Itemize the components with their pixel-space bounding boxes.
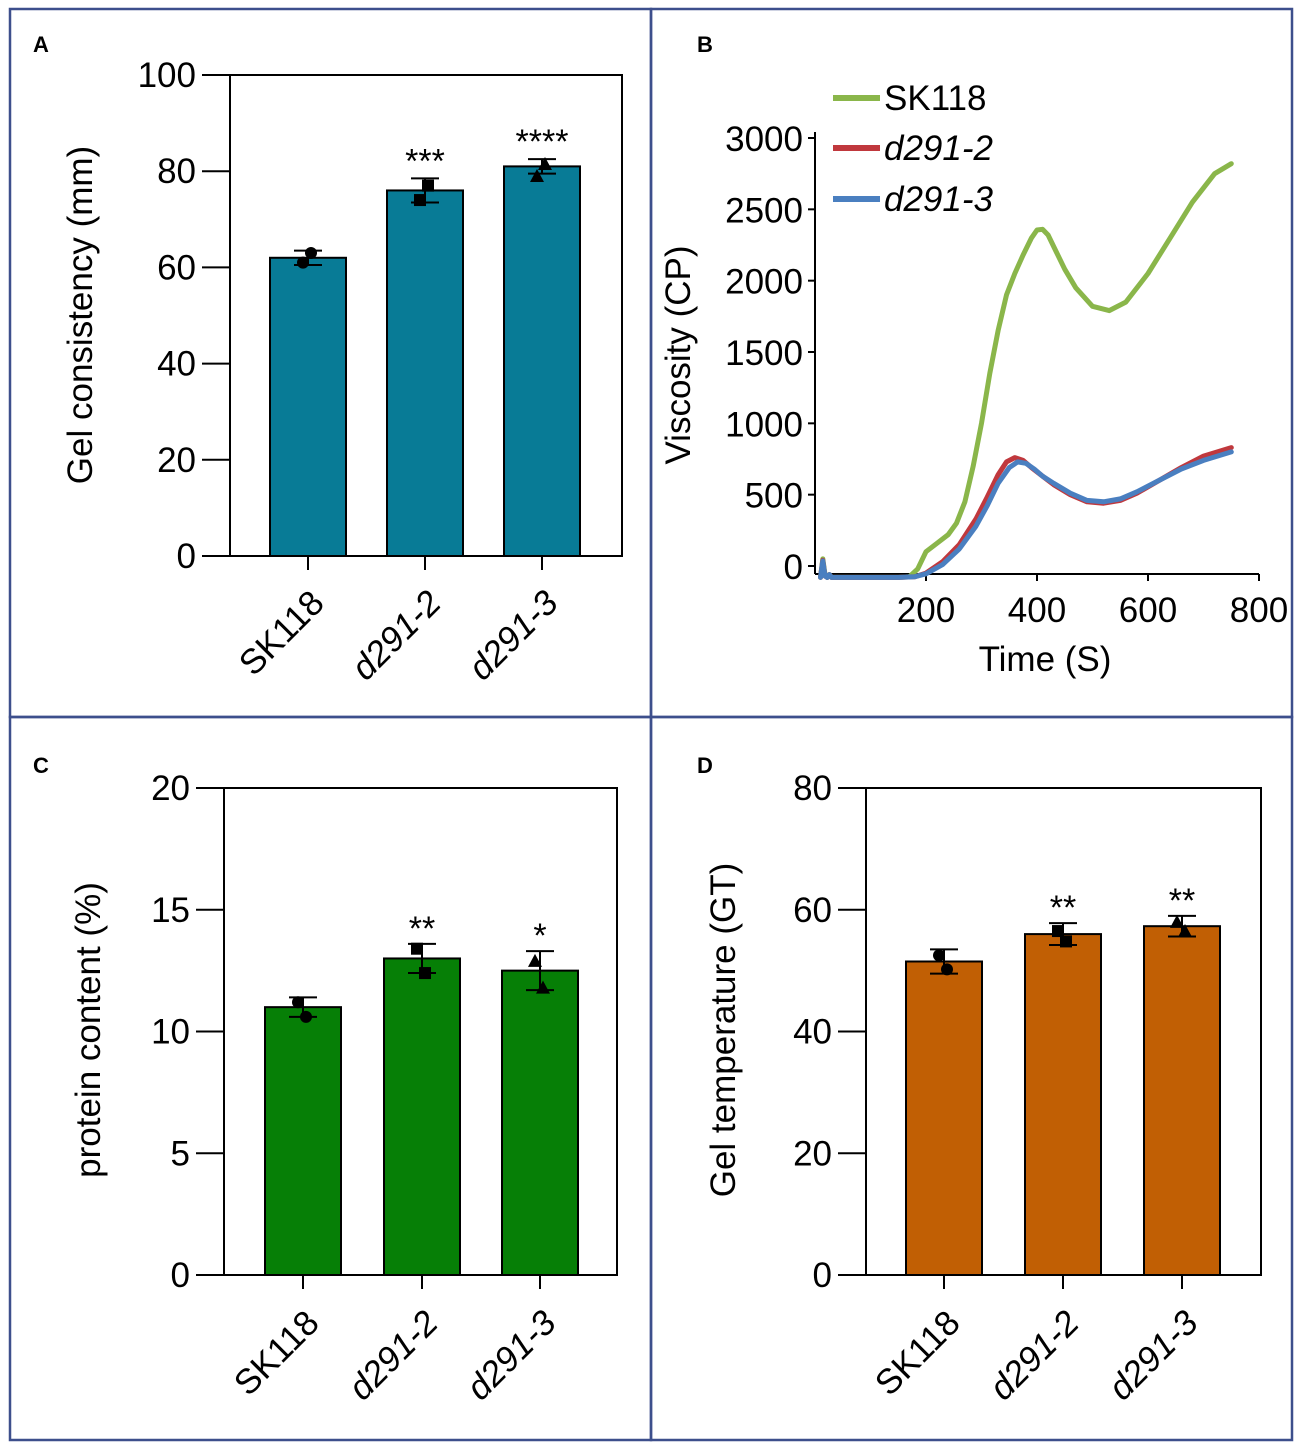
y-tick-label: 1500 — [725, 334, 803, 373]
bar-2 — [383, 957, 461, 1276]
panel-a-bar-chart: 0 20 40 60 80 100 Gel consistency (mm) SK118 ***… — [61, 56, 623, 688]
y-tick-label: 10 — [151, 1013, 190, 1052]
bar-2 — [1024, 933, 1102, 1276]
data-point — [419, 967, 431, 980]
y-tick-label: 3000 — [725, 120, 803, 159]
data-point — [536, 980, 550, 994]
data-point — [1052, 925, 1064, 938]
y-tick-label: 0 — [171, 1256, 190, 1295]
bar-3 — [503, 165, 581, 557]
category-label: d291-2 — [344, 583, 449, 688]
significance-label: ** — [409, 910, 435, 948]
data-point — [305, 246, 317, 259]
panel-c-letter: C — [33, 753, 49, 778]
data-point — [1060, 935, 1072, 948]
y-tick-label: 60 — [157, 248, 196, 287]
data-point — [538, 156, 552, 170]
y-axis-label: protein content (%) — [69, 882, 108, 1178]
x-tick-label: 800 — [1230, 591, 1288, 630]
panel-d-bar-chart: 0 20 40 60 80 Gel temperature (GT) SK118 ** d291… — [704, 769, 1262, 1408]
data-point — [292, 996, 304, 1009]
category-label: SK118 — [227, 1303, 327, 1403]
category-label: d291-2 — [341, 1303, 446, 1408]
panel-b-letter: B — [697, 32, 713, 57]
data-point — [414, 194, 426, 207]
panel-c-bar-chart: 0 5 10 15 20 protein content (%) SK118 ** d291-2… — [69, 769, 618, 1408]
legend-label: SK118 — [884, 79, 987, 118]
x-tick-label: 600 — [1119, 591, 1177, 630]
series-line-d291-3 — [818, 449, 1234, 580]
y-tick-label: 500 — [745, 477, 803, 516]
panel-d-letter: D — [697, 753, 713, 778]
data-point — [528, 953, 542, 967]
category-label: SK118 — [232, 583, 332, 683]
panel-b-line-chart: 0 500 1000 1500 2000 2500 3000 200 400 600 800 Time… — [659, 79, 1288, 679]
category-label: SK118 — [868, 1303, 968, 1403]
y-tick-label: 80 — [793, 769, 832, 808]
significance-label: ** — [1169, 882, 1195, 920]
legend-label: d291-3 — [884, 180, 994, 219]
data-point — [933, 949, 945, 962]
bar-3 — [1143, 925, 1221, 1277]
series-line-d291-2 — [818, 445, 1234, 580]
y-tick-label: 0 — [784, 548, 803, 587]
data-point — [530, 169, 544, 183]
x-tick-label: 400 — [1008, 591, 1066, 630]
x-axis-label: Time (S) — [979, 640, 1112, 679]
data-point — [941, 963, 953, 976]
significance-label: **** — [516, 123, 569, 161]
significance-label: * — [533, 917, 546, 955]
legend-label: d291-2 — [884, 129, 993, 168]
y-tick-label: 100 — [138, 56, 196, 95]
data-point — [1178, 924, 1192, 938]
y-tick-label: 15 — [151, 891, 190, 930]
category-label: d291-2 — [982, 1303, 1087, 1408]
category-label: d291-3 — [461, 583, 566, 688]
data-point — [1170, 914, 1184, 928]
data-point — [297, 256, 309, 269]
y-tick-label: 2500 — [725, 191, 803, 230]
significance-label: *** — [405, 142, 445, 180]
bar-3 — [501, 969, 579, 1276]
y-axis-label: Gel consistency (mm) — [61, 146, 100, 484]
y-tick-label: 5 — [171, 1134, 190, 1173]
y-tick-label: 20 — [793, 1134, 832, 1173]
y-tick-label: 1000 — [725, 405, 803, 444]
category-label: d291-3 — [459, 1303, 564, 1408]
data-point — [411, 942, 423, 955]
y-tick-label: 20 — [151, 769, 190, 808]
panel-d-frame — [649, 715, 1294, 1442]
y-tick-label: 0 — [813, 1256, 832, 1295]
y-tick-label: 2000 — [725, 263, 803, 302]
data-point — [422, 179, 434, 192]
bar-2 — [386, 189, 464, 557]
y-tick-label: 40 — [793, 1013, 832, 1052]
bar-1 — [264, 1006, 342, 1277]
series-line-SK118 — [818, 161, 1234, 580]
y-tick-label: 20 — [157, 441, 196, 480]
category-label: d291-3 — [1101, 1303, 1206, 1408]
data-point — [300, 1010, 312, 1023]
y-tick-label: 80 — [157, 152, 196, 191]
y-tick-label: 60 — [793, 891, 832, 930]
y-axis-label: Gel temperature (GT) — [704, 863, 743, 1198]
bar-1 — [269, 256, 347, 557]
bar-1 — [905, 960, 983, 1277]
y-tick-label: 40 — [157, 345, 196, 384]
x-tick-label: 200 — [897, 591, 955, 630]
panel-a-letter: A — [33, 32, 49, 57]
significance-label: ** — [1050, 889, 1076, 927]
y-tick-label: 0 — [177, 537, 196, 576]
y-axis-label: Viscosity (CP) — [659, 245, 698, 464]
